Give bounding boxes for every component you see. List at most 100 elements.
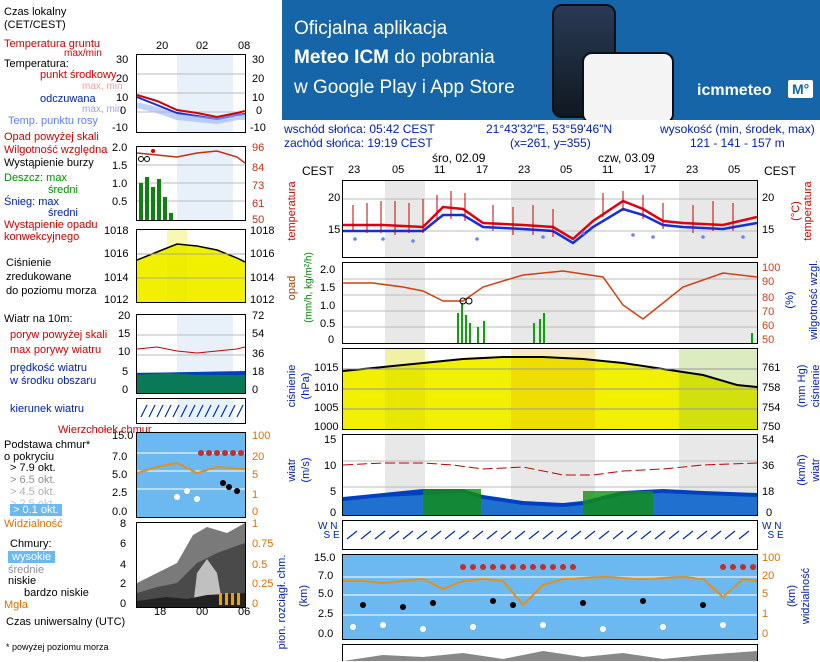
legend-cl-tick-l4: 2 — [120, 578, 127, 590]
legend-cb-tick-l4: 2.5 — [112, 487, 128, 499]
hour-label: 11 — [434, 164, 446, 176]
precip-tick-r3: 80 — [762, 292, 775, 304]
cb-main-tick-r4: 1 — [762, 608, 769, 620]
wind-tick-l2: 10 — [324, 460, 337, 472]
cb-main-tick-l2: 7.0 — [318, 570, 334, 582]
press-right-unit: (mm Hg) — [796, 364, 808, 408]
legend-clouds-mid: średnie — [8, 564, 45, 576]
legend-press-tick-r2: 1016 — [250, 248, 275, 260]
legend-pressure-chart — [136, 229, 246, 303]
legend-pressure: Ciśnienie zredukowane do poziomu morza — [6, 257, 97, 297]
press-tick-l1: 1015 — [314, 362, 339, 374]
legend-column: Czas lokalny (CET/CEST) 20 02 08 Tempera… — [0, 0, 282, 660]
precip-tick-l5: 0 — [328, 334, 335, 346]
legend-cb-tick-r5: 0 — [252, 506, 259, 518]
legend-precip-above: Opad powyżej skali — [4, 131, 99, 143]
precip-tick-r4: 70 — [762, 306, 775, 318]
legend-local-time: Czas lokalny (CET/CEST) — [4, 6, 67, 31]
cest-left: CEST — [302, 164, 335, 178]
legend-soil-maxmin: max/min — [64, 48, 102, 59]
legend-press-tick-l1: 1018 — [104, 225, 129, 237]
app-promo-banner[interactable]: Oficjalna aplikacja Meteo ICM do pobrani… — [282, 0, 820, 120]
legend-wind-dir-svg — [140, 399, 244, 423]
cb-main-tick-r1: 100 — [762, 552, 781, 564]
sunset-text: zachód słońca: 19:19 CEST — [284, 136, 433, 150]
legend-convective: Wystąpienie opadu konwekcyjnego — [4, 219, 98, 243]
legend-cl-tick-r4: 0.25 — [252, 578, 274, 590]
cb-main-tick-l4: 2.5 — [318, 608, 334, 620]
hour-label: 05 — [728, 164, 741, 176]
pressure-chart — [342, 348, 758, 430]
sunrise-text: wschód słońca: 05:42 CEST — [284, 122, 435, 136]
wind-chart — [342, 434, 758, 516]
temp-tick-r2: 15 — [762, 224, 775, 236]
temp-unit-right: (°C) — [790, 201, 802, 221]
legend-feels: odczuwana — [40, 93, 96, 105]
precip-tick-l4: 0.5 — [320, 318, 336, 330]
legend-clouds: Chmury: — [10, 538, 52, 550]
legend-wind-svg — [137, 315, 245, 393]
brand-logo: icmmeteo — [697, 82, 772, 99]
cb-main-tick-r2: 20 — [762, 570, 775, 582]
legend-cb-tick-l3: 5.0 — [112, 469, 128, 481]
press-tick-r4: 750 — [762, 421, 781, 433]
cest-right: CEST — [764, 164, 797, 178]
legend-pressure-svg — [137, 230, 245, 302]
legend-temp-tick-r3: 10 — [252, 92, 265, 104]
legend-precip-tick-l3: 1.0 — [112, 178, 128, 190]
legend-okt-45: > 4.5 okt. — [10, 486, 56, 498]
day-1-label: śro, 02.09 — [432, 151, 486, 165]
press-tick-l2: 1010 — [314, 382, 339, 394]
press-tick-r1: 761 — [762, 362, 781, 374]
legend-precip-tick-l4: 0.5 — [112, 196, 128, 208]
legend-fog: Mgła — [4, 599, 28, 611]
legend-cl-tick-r1: 1 — [252, 518, 259, 530]
legend-temp-chart — [136, 54, 246, 133]
legend-clouds-svg — [137, 523, 245, 607]
legend-press-tick-r4: 1012 — [250, 294, 275, 306]
pressure-svg — [343, 349, 757, 429]
legend-mid-point: punkt środkowy — [40, 69, 117, 81]
wind-tick-r1: 54 — [762, 434, 775, 446]
legend-temp-tick-l5: -10 — [112, 122, 128, 134]
precip-right-label: wilgotność wzgl. — [808, 260, 820, 340]
legend-maxmin-2: max, min — [82, 81, 123, 92]
legend-cloudbase-chart — [136, 432, 246, 518]
legend-temp-tick-r4: 0 — [256, 105, 263, 117]
legend-precip-chart — [136, 146, 246, 221]
legend-temp-tick-r2: 20 — [252, 73, 265, 85]
legend-precip-tick-r5: 50 — [252, 214, 265, 226]
legend-wind-tick-r4: 18 — [252, 366, 265, 378]
precip-tick-l2: 1.5 — [320, 282, 336, 294]
precipitation-svg — [343, 263, 757, 343]
legend-cl-tick-l3: 4 — [120, 559, 127, 571]
legend-wind-dir-chart — [136, 398, 246, 424]
cb-main-tick-r3: 5 — [762, 588, 769, 600]
coords-text: 21°43'32"E, 53°59'46"N — [486, 122, 613, 136]
temp-right-label: temperatura — [802, 181, 814, 241]
precip-tick-l1: 2.0 — [320, 264, 336, 276]
cb-main-tick-l1: 15.0 — [314, 552, 336, 564]
wind-right-label: wiatr — [810, 458, 820, 482]
wind-tick-l3: 5 — [330, 486, 337, 498]
legend-precip-tick-r2: 84 — [252, 162, 265, 174]
legend-wind-10m: Wiatr na 10m: — [4, 313, 73, 325]
legend-press-tick-l4: 1012 — [104, 294, 129, 306]
legend-cb-tick-r3: 5 — [252, 469, 259, 481]
legend-wind-dir: kierunek wiatru — [10, 403, 84, 415]
press-tick-r3: 754 — [762, 402, 781, 414]
wind-tick-l4: 0 — [330, 507, 337, 519]
hour-label: 05 — [392, 164, 405, 176]
wind-left-unit: (m/s) — [300, 457, 312, 483]
banner-line-2: Meteo ICM do pobrania — [294, 47, 495, 68]
press-right-label: ciśnienie — [810, 364, 820, 408]
legend-time-20: 20 — [156, 40, 169, 52]
legend-maxmin-3: max, min — [82, 104, 123, 115]
precip-tick-r5: 60 — [762, 320, 775, 332]
hour-label: 17 — [644, 164, 657, 176]
legend-cb-tick-l2: 7.0 — [112, 451, 128, 463]
press-tick-r2: 758 — [762, 382, 781, 394]
wind-tick-r2: 36 — [762, 460, 775, 472]
precip-right-unit: (%) — [784, 291, 796, 309]
hour-label: 11 — [602, 164, 614, 176]
